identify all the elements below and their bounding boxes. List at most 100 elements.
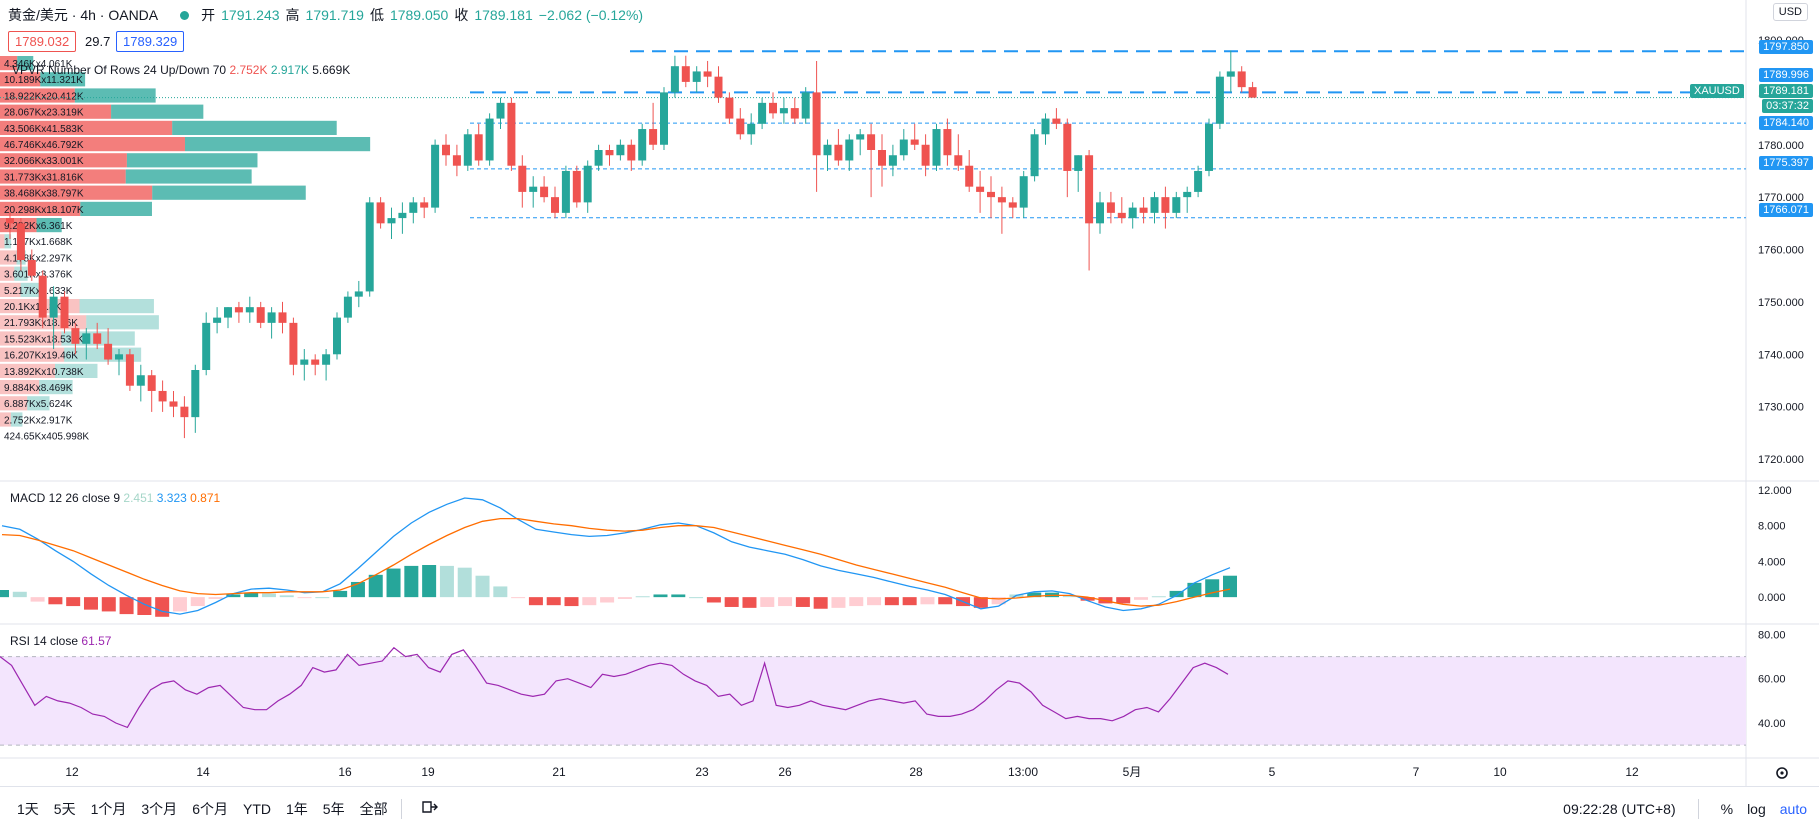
symbol-legend: 黄金/美元 · 4h · OANDA 开 1791.243 高 1791.719 低… — [8, 4, 643, 26]
candle-body — [169, 401, 178, 407]
candle-body — [496, 102, 505, 119]
candle-body — [725, 97, 734, 119]
macd-histogram-bar — [261, 593, 276, 598]
range-3m[interactable]: 3个月 — [141, 800, 178, 817]
vpvr-row-label: 43.506Kx41.583K — [4, 124, 84, 135]
macd-histogram-bar — [190, 597, 205, 607]
candle-body — [801, 92, 810, 119]
range-ytd[interactable]: YTD — [242, 800, 271, 817]
macd-histogram-bar — [742, 597, 757, 608]
vpvr-down-bar — [80, 201, 152, 216]
macd-tick-label: 8.000 — [1758, 521, 1786, 533]
candlestick-series — [6, 50, 1257, 439]
candle-body — [1205, 123, 1213, 171]
low-value: 1789.050 — [389, 7, 449, 23]
vpvr-row-label: 21.793Kx18.36K — [4, 318, 78, 329]
close-label: 收 — [454, 7, 469, 23]
macd-histogram-bar — [315, 597, 330, 599]
candle-body — [224, 307, 232, 318]
change-value: −2.062 (−0.12%) — [538, 7, 644, 23]
macd-series: 0.000 4.000 8.000 12.000 — [0, 485, 1792, 617]
rsi-series: 40.00 60.00 80.00 — [0, 629, 1786, 730]
macd-histogram-bar — [795, 597, 810, 607]
macd-histogram-bar — [973, 597, 988, 608]
macd-histogram-bar — [511, 597, 526, 599]
candle-body — [365, 202, 374, 292]
vpvr-row-label: 13.892Kx10.738K — [4, 367, 84, 378]
candle-body — [463, 134, 472, 166]
macd-histogram-bar — [1027, 592, 1042, 598]
candle-body — [910, 139, 919, 145]
macd-histogram-bar — [137, 597, 152, 615]
macd-histogram-bar — [208, 597, 223, 599]
percent-scale-button[interactable]: % — [1720, 800, 1734, 817]
level-tag: 1775.397 — [1759, 156, 1813, 170]
candle-body — [1139, 207, 1148, 213]
candle-body — [6, 218, 14, 224]
macd-signal-line — [1, 517, 1231, 607]
macd-histogram-bar — [386, 568, 401, 598]
range-all[interactable]: 全部 — [359, 800, 388, 817]
auto-scale-button[interactable]: auto — [1779, 800, 1807, 817]
range-1d[interactable]: 1天 — [17, 800, 39, 817]
vpvr-down-bar — [125, 169, 252, 184]
vpvr-up-bar — [0, 56, 18, 71]
candle-body — [431, 144, 440, 208]
candle-body — [518, 165, 527, 192]
candle-body — [1074, 155, 1083, 171]
macd-histogram-bar — [0, 590, 9, 598]
candle-body — [638, 129, 647, 161]
macd-histogram-bar — [706, 597, 721, 603]
macd-histogram-bar — [368, 574, 383, 598]
macd-histogram-bar — [119, 597, 134, 615]
range-5d[interactable]: 5天 — [53, 800, 76, 817]
clock-timezone[interactable]: 09:22:28 (UTC+8) — [1563, 800, 1676, 817]
candle-body — [823, 144, 832, 156]
macd-histogram-bar — [244, 592, 259, 598]
time-tick-label: 19 — [421, 765, 435, 779]
symbol-title[interactable]: 黄金/美元 · 4h · OANDA — [8, 7, 159, 23]
candle-body — [551, 197, 559, 213]
toolbar-divider — [1697, 798, 1699, 819]
macd-histogram-bar — [12, 591, 27, 598]
currency-button[interactable]: USD — [1772, 3, 1808, 21]
candle-body — [899, 139, 908, 156]
vpvr-legend[interactable]: VPVR Number Of Rows 24 Up/Down 70 2.752K… — [12, 63, 350, 77]
log-scale-button[interactable]: log — [1747, 800, 1766, 817]
candle-body — [387, 218, 396, 224]
goto-date-icon[interactable] — [415, 795, 443, 822]
settings-icon[interactable] — [1776, 767, 1788, 779]
vpvr-row-label: 3.601Kx3.376K — [4, 270, 73, 281]
macd-histogram-bar — [226, 594, 241, 598]
vpvr-up-bar — [0, 104, 112, 119]
time-tick-label: 10 — [1493, 765, 1507, 779]
candle-body — [147, 375, 156, 391]
macd-histogram-bar — [617, 597, 632, 599]
candle-body — [16, 223, 25, 260]
time-axis[interactable]: 12 14 16 19 21 23 26 28 13:00 5月 5 7 10 12 — [65, 765, 1639, 779]
vpvr-row-label: 31.773Kx31.816K — [4, 172, 84, 183]
candle-body — [954, 155, 963, 166]
range-5y[interactable]: 5年 — [322, 800, 345, 817]
range-1y[interactable]: 1年 — [285, 800, 308, 817]
range-1m[interactable]: 1个月 — [90, 800, 127, 817]
time-tick-label: 21 — [552, 765, 566, 779]
macd-histogram-bar — [30, 597, 45, 602]
candle-body — [976, 186, 985, 192]
toolbar-divider — [400, 798, 402, 819]
time-tick-label: 26 — [778, 765, 792, 779]
rsi-legend[interactable]: RSI 14 close 61.57 — [10, 634, 111, 648]
level-tag: 1789.996 — [1759, 68, 1813, 82]
buy-price-button[interactable]: 1789.329 — [116, 31, 185, 52]
macd-histogram-bar — [582, 597, 597, 606]
range-6m[interactable]: 6个月 — [192, 800, 228, 817]
macd-legend[interactable]: MACD 12 26 close 9 2.451 3.323 0.871 — [10, 491, 220, 505]
candle-body — [136, 375, 145, 386]
candle-body — [1237, 71, 1246, 88]
macd-histogram-bar — [938, 597, 953, 605]
candle-body — [703, 71, 712, 77]
candle-body — [834, 144, 843, 161]
sell-price-button[interactable]: 1789.032 — [8, 31, 77, 52]
candle-body — [594, 150, 603, 166]
